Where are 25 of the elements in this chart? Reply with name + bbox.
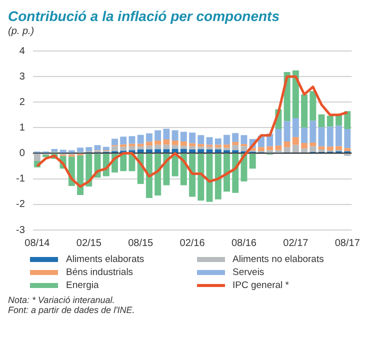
- legend-label: Serveis: [232, 267, 264, 278]
- x-tick-label: 08/15: [128, 238, 154, 249]
- y-tick-label: 1: [19, 122, 26, 134]
- y-tick-label: 0: [19, 148, 26, 160]
- legend-label: IPC general *: [232, 280, 290, 291]
- y-axis-title: (p. p.): [8, 26, 36, 37]
- x-tick-label: 02/17: [283, 238, 309, 249]
- y-tick-label: 3: [19, 71, 26, 82]
- x-tick-label: 08/16: [231, 238, 257, 249]
- legend-label: Aliments no elaborats: [232, 254, 324, 265]
- y-tick-label: -1: [16, 174, 26, 185]
- legend-label: Aliments elaborats: [66, 254, 144, 265]
- y-tick-label: 4: [19, 46, 26, 57]
- x-tick-label: 08/17: [334, 238, 360, 249]
- legend-label: Béns industrials: [66, 267, 134, 278]
- y-tick-label: 2: [19, 96, 26, 108]
- y-tick-label: -3: [16, 224, 26, 236]
- x-tick-label: 02/15: [76, 238, 102, 249]
- legend-label: Energia: [66, 280, 99, 291]
- x-tick-label: 08/14: [24, 238, 50, 249]
- x-tick-label: 02/16: [180, 238, 206, 249]
- chart-title: Contribució a la inflació per components: [8, 8, 280, 24]
- text: Nota: * Variació interanual.: [8, 295, 116, 305]
- y-tick-label: -2: [16, 199, 26, 210]
- text: Font: a partir de dades de l'INE.: [8, 305, 136, 315]
